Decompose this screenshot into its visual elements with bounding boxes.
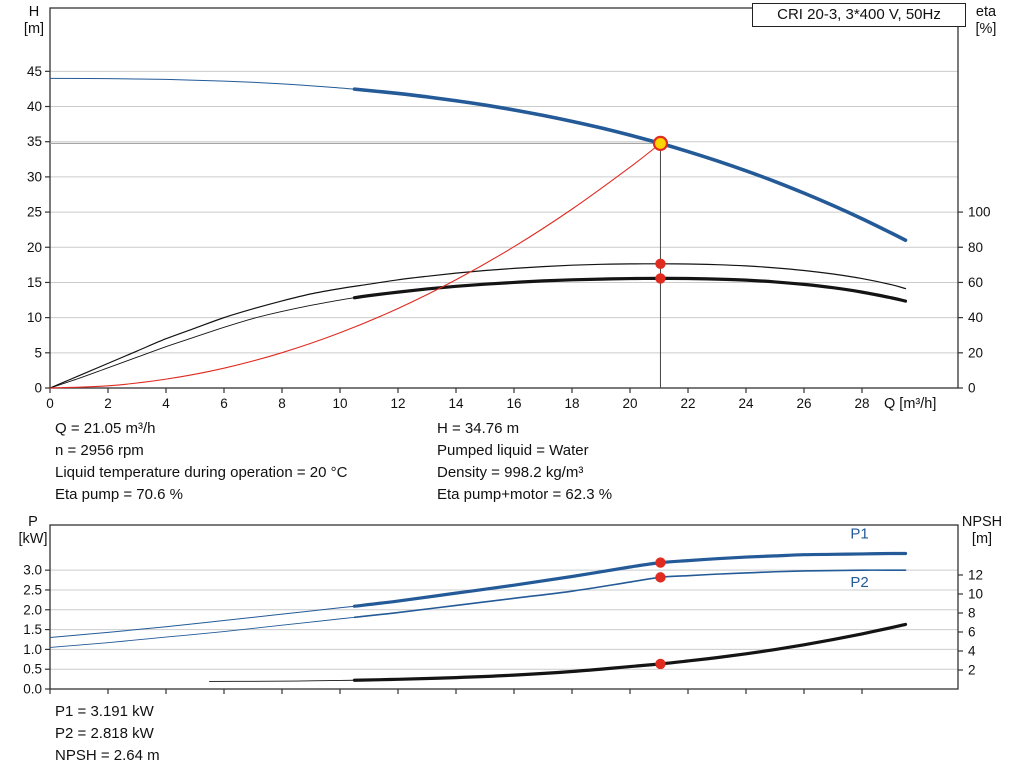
- readout-p2: P2 = 2.818 kW: [55, 725, 154, 742]
- right-tick-label: 80: [968, 240, 983, 255]
- readout-head: H = 34.76 m: [437, 420, 520, 437]
- left-tick-label: 10: [27, 310, 42, 325]
- p2-curve-label: P2: [850, 574, 868, 591]
- head-efficiency-chart: 0 2 4 6 8 10 12 14 16 18 20 22 24 26 28051015202530354…: [27, 7, 991, 411]
- x-tick-label: 12: [390, 396, 405, 411]
- left-tick-label: 1.5: [23, 622, 42, 637]
- p-axis-label-symbol: P: [28, 514, 38, 530]
- x-tick-label: 4: [162, 396, 170, 411]
- readout-density: Density = 998.2 kg/m³: [437, 464, 584, 481]
- right-tick-label: 10: [968, 586, 983, 601]
- x-tick-label: 6: [220, 396, 228, 411]
- readout-column-left: Q = 21.05 m³/h n = 2956 rpm Liquid tempe…: [55, 418, 347, 506]
- head-curve-thin: [49, 77, 356, 90]
- p1-curve-label: P1: [850, 525, 868, 542]
- p2-curve: [353, 569, 907, 619]
- p1-dot: [655, 557, 666, 568]
- readout-q: Q = 21.05 m³/h: [55, 420, 156, 437]
- left-tick-label: 1.0: [23, 642, 42, 657]
- eta-axis-label-unit: [%]: [975, 21, 997, 37]
- eta-pump-motor-curve: [352, 276, 908, 303]
- readout-npsh: NPSH = 2.64 m: [55, 747, 160, 764]
- eta-pump-dot: [655, 258, 666, 269]
- left-tick-label: 25: [27, 205, 42, 220]
- pump-model-box: CRI 20-3, 3*400 V, 50Hz: [752, 3, 966, 27]
- left-tick-label: 20: [27, 240, 42, 255]
- left-tick-label: 5: [34, 345, 42, 360]
- readout-column-right: H = 34.76 m Pumped liquid = Water Densit…: [437, 418, 612, 506]
- x-tick-label: 0: [46, 396, 54, 411]
- p-axis-label-unit: [kW]: [18, 531, 48, 547]
- eta-axis-label: eta [%]: [966, 4, 1006, 38]
- left-tick-label: 0.5: [23, 662, 42, 677]
- left-tick-label: 0: [34, 381, 42, 396]
- p1-curve: [352, 551, 908, 608]
- x-tick-label: 22: [680, 396, 695, 411]
- left-tick-label: 3.0: [23, 563, 42, 578]
- system-curve: [49, 142, 662, 389]
- npsh-axis-label-unit: [m]: [971, 531, 993, 547]
- npsh-curve-thin: [209, 679, 355, 682]
- x-tick-label: 16: [506, 396, 521, 411]
- p2-curve-thin: [49, 616, 355, 648]
- readout-eta-pump-motor: Eta pump+motor = 62.3 %: [437, 486, 613, 503]
- npsh-axis-label-symbol: NPSH: [961, 514, 1003, 530]
- left-tick-label: 30: [27, 169, 42, 184]
- h-axis-label-symbol: H: [28, 4, 40, 20]
- eta-pump-motor-dot: [655, 273, 666, 284]
- head-efficiency-chart-frame: [49, 7, 959, 389]
- x-tick-label: 10: [332, 396, 347, 411]
- left-tick-label: 15: [27, 275, 42, 290]
- eta-axis-label-symbol: eta: [975, 4, 997, 20]
- readout-pumped-liquid: Pumped liquid = Water: [437, 442, 589, 459]
- p2-dot: [655, 572, 666, 583]
- eta-pump-curve: [49, 263, 907, 389]
- readout-liquid-temperature: Liquid temperature during operation = 20…: [55, 464, 348, 481]
- left-tick-label: 0.0: [23, 682, 42, 697]
- readout-speed: n = 2956 rpm: [55, 442, 144, 459]
- npsh-axis-label: NPSH [m]: [956, 514, 1008, 548]
- readout-column-bottom: P1 = 3.191 kW P2 = 2.818 kW NPSH = 2.64 …: [55, 701, 160, 767]
- right-tick-label: 12: [968, 567, 983, 582]
- x-tick-label: 20: [622, 396, 637, 411]
- h-axis-label: H [m]: [16, 4, 52, 38]
- right-tick-label: 20: [968, 345, 983, 360]
- head-curve: [352, 87, 908, 243]
- x-tick-label: 24: [738, 396, 754, 411]
- right-tick-label: 0: [968, 381, 976, 396]
- p1-curve-thin: [49, 605, 356, 639]
- right-tick-label: 6: [968, 624, 976, 639]
- right-tick-label: 100: [968, 205, 991, 220]
- eta-pump-motor-curve-thin: [49, 297, 355, 389]
- right-tick-label: 60: [968, 275, 983, 290]
- left-tick-label: 35: [27, 134, 42, 149]
- readout-p1: P1 = 3.191 kW: [55, 703, 154, 720]
- x-tick-label: 2: [104, 396, 112, 411]
- left-tick-label: 40: [27, 99, 42, 114]
- left-tick-label: 2.0: [23, 602, 42, 617]
- power-npsh-chart: 0.0 0.5 1.0 1.5 2.0 2.5 3.0 2 4 6 8 10 12 P1 P2: [23, 524, 983, 697]
- npsh-curve: [352, 622, 908, 682]
- left-tick-label: 2.5: [23, 582, 42, 597]
- duty-point-marker[interactable]: [652, 135, 669, 151]
- npsh-dot: [655, 658, 666, 670]
- x-tick-label: 14: [448, 396, 464, 411]
- x-tick-label: 28: [854, 396, 869, 411]
- h-axis-label-unit: [m]: [23, 21, 45, 37]
- x-tick-label: 18: [564, 396, 579, 411]
- right-tick-label: 8: [968, 605, 976, 620]
- p-axis-label: P [kW]: [12, 514, 54, 548]
- x-tick-label: 8: [278, 396, 286, 411]
- x-tick-label: 26: [796, 396, 811, 411]
- right-tick-label: 40: [968, 310, 983, 325]
- right-tick-label: 4: [968, 643, 976, 658]
- left-tick-label: 45: [27, 64, 42, 79]
- readout-eta-pump: Eta pump = 70.6 %: [55, 486, 183, 503]
- right-tick-label: 2: [968, 662, 976, 677]
- q-axis-label: Q [m³/h]: [884, 396, 937, 412]
- power-npsh-chart-frame: [49, 524, 959, 690]
